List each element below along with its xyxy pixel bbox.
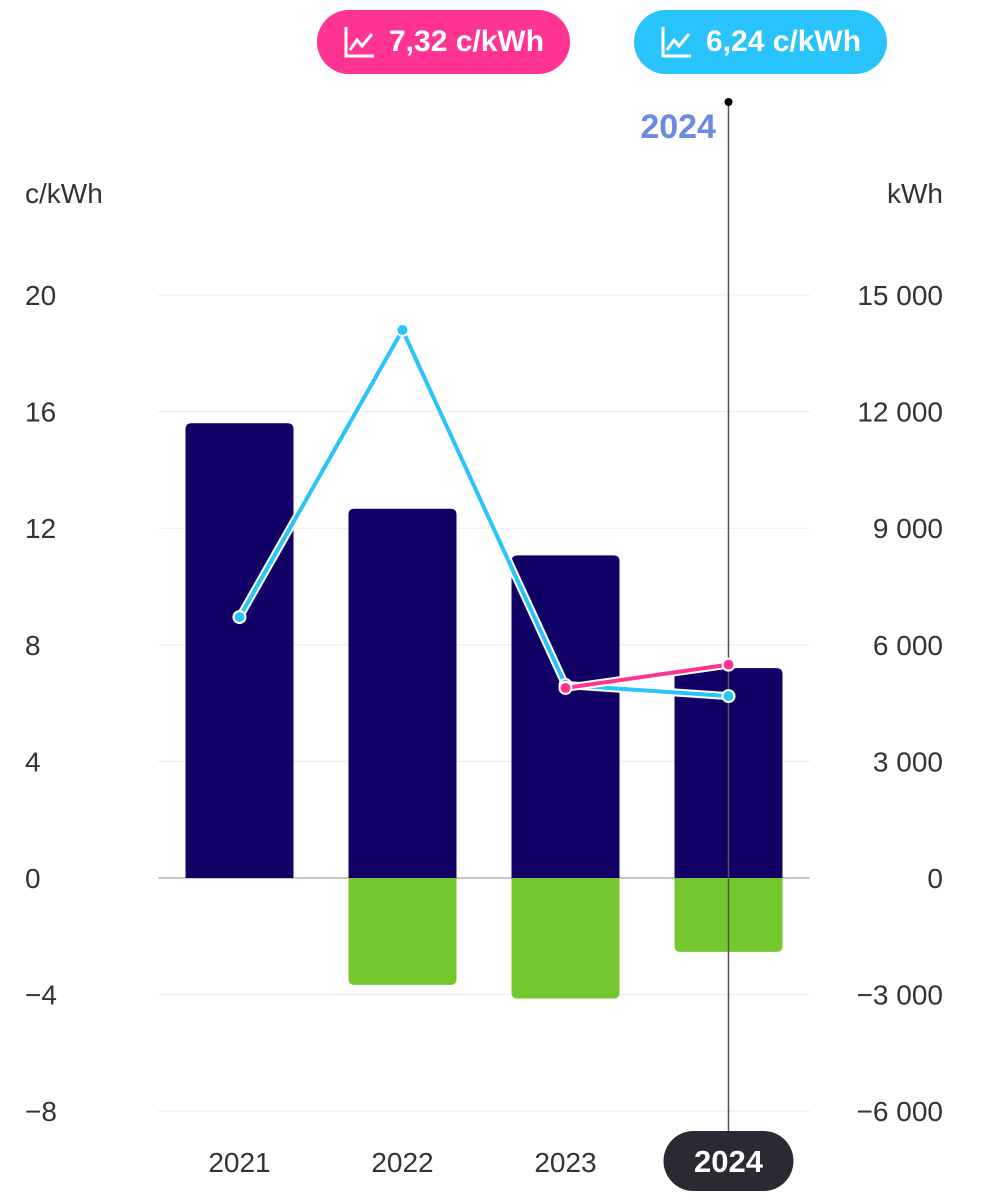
bar — [348, 878, 457, 985]
left-tick-label: 16 — [25, 397, 56, 428]
data-point — [232, 610, 247, 625]
selected-year-pill — [663, 1131, 794, 1191]
selected-year-label: 2024 — [640, 108, 716, 146]
left-tick-label: 20 — [25, 280, 56, 311]
right-tick-label: 15 000 — [857, 280, 943, 311]
left-tick-label: 12 — [25, 513, 56, 544]
left-tick-label: 8 — [25, 630, 41, 661]
right-tick-label: 0 — [927, 863, 943, 894]
bar — [511, 878, 620, 999]
badge-label: 7,32 c/kWh — [389, 25, 545, 58]
left-tick-label: 4 — [25, 746, 41, 777]
series-line-outline — [236, 325, 729, 701]
right-tick-label: −6 000 — [857, 1096, 943, 1127]
data-point — [395, 322, 410, 337]
right-tick-label: 9 000 — [873, 513, 943, 544]
right-tick-label: 6 000 — [873, 630, 943, 661]
left-tick-label: −8 — [25, 1096, 57, 1127]
line-chart-icon — [661, 27, 691, 58]
badge-label: 6,24 c/kWh — [706, 25, 862, 58]
line-chart-icon — [344, 27, 374, 58]
pink-value-badge: 7,32 c/kWh — [317, 10, 571, 74]
left-tick-label: 0 — [25, 863, 41, 894]
series-line — [565, 662, 729, 690]
x-tick-label: 2023 — [534, 1147, 596, 1178]
cursor-dot — [724, 98, 733, 106]
x-tick-label: 2022 — [371, 1147, 433, 1178]
left-tick-label: −4 — [25, 980, 57, 1011]
right-tick-label: −3 000 — [857, 980, 943, 1011]
x-tick-label: 2021 — [208, 1147, 270, 1178]
x-tick-label: 2024 — [694, 1144, 764, 1179]
data-point — [721, 689, 736, 704]
right-tick-label: 12 000 — [857, 397, 943, 428]
data-point — [721, 657, 736, 672]
right-axis-label: kWh — [887, 178, 943, 209]
series-line — [237, 327, 729, 699]
bar — [185, 423, 294, 878]
data-point — [558, 680, 573, 695]
bar — [511, 555, 620, 878]
right-tick-label: 3 000 — [873, 746, 943, 777]
blue-value-badge: 6,24 c/kWh — [634, 10, 888, 74]
bar — [348, 508, 457, 878]
left-axis-label: c/kWh — [25, 178, 103, 209]
